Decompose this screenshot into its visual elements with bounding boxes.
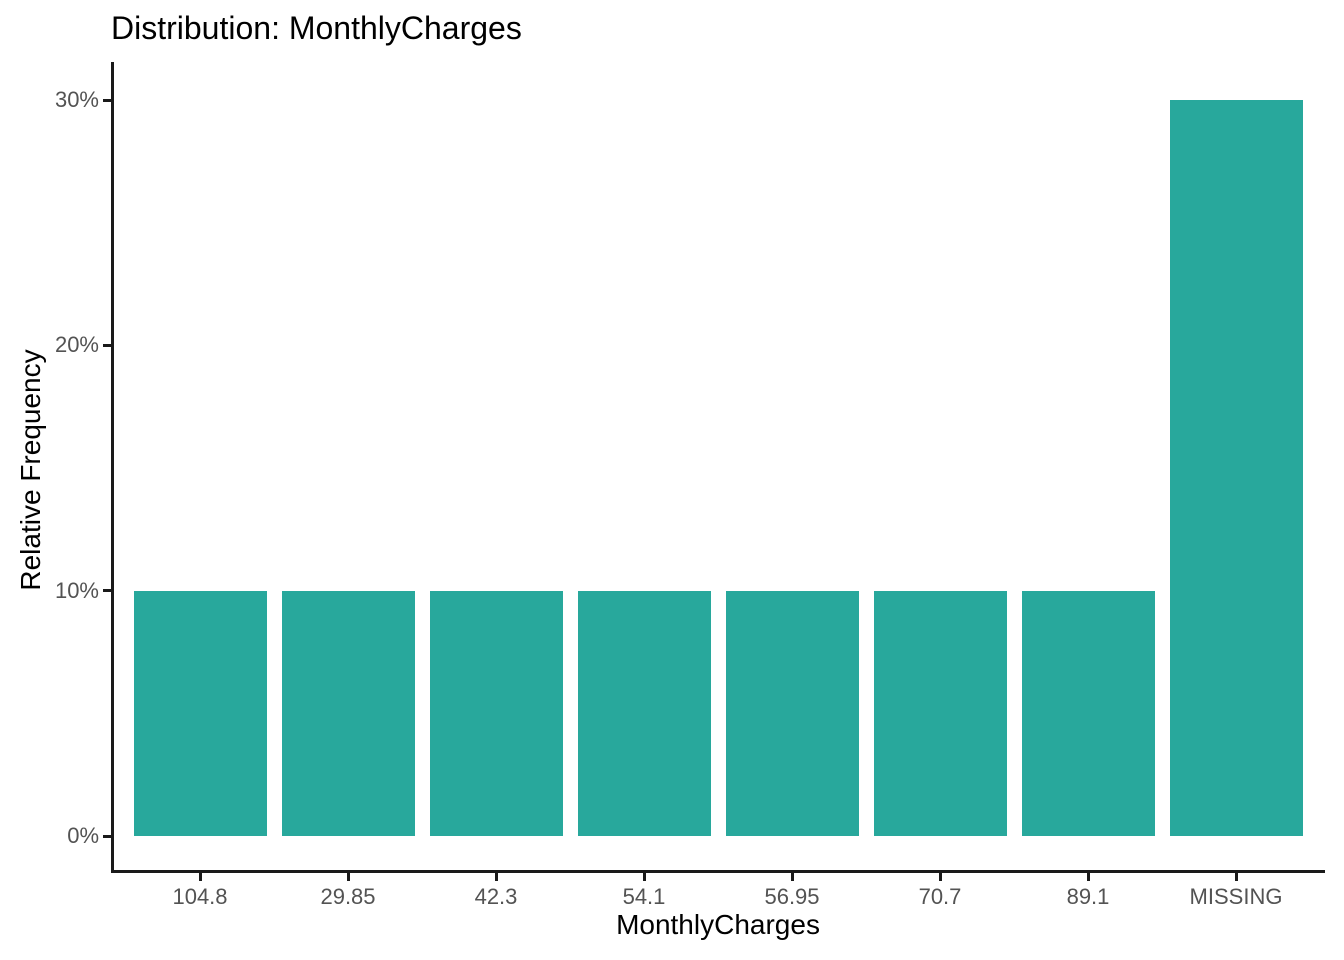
x-axis-tick	[938, 873, 942, 881]
y-axis-tick	[103, 589, 111, 593]
y-axis-tick-label: 20%	[54, 332, 99, 358]
bar	[281, 590, 415, 836]
y-axis-tick	[103, 834, 111, 838]
y-axis-tick-label: 0%	[67, 823, 99, 848]
x-axis-tick-label: 29.85	[320, 884, 376, 909]
x-axis-title: MonthlyCharges	[616, 909, 820, 940]
bar	[429, 590, 563, 836]
x-axis-tick-label: MISSING	[1189, 884, 1283, 909]
x-axis-tick	[642, 873, 646, 881]
x-axis-tick	[346, 873, 350, 881]
x-axis-tick	[494, 873, 498, 881]
bar	[873, 590, 1007, 836]
x-axis-tick	[790, 873, 794, 881]
x-axis-tick-label: 70.7	[918, 884, 962, 909]
x-axis-tick-label: 42.3	[474, 884, 518, 909]
bar	[1021, 590, 1155, 836]
bar	[725, 590, 859, 836]
x-axis-tick-label: 54.1	[622, 884, 666, 909]
bar	[1169, 100, 1303, 836]
chart-title: Distribution: MonthlyCharges	[111, 10, 522, 46]
y-axis-tick-label: 30%	[54, 87, 99, 112]
x-axis-tick-label: 104.8	[172, 884, 228, 909]
y-axis-tick	[103, 343, 111, 347]
y-axis-tick	[103, 98, 111, 102]
x-axis-tick	[1234, 873, 1238, 881]
x-axis-tick	[1086, 873, 1090, 881]
bar	[577, 590, 711, 836]
x-axis-tick-label: 89.1	[1066, 884, 1110, 909]
x-axis-tick-label: 56.95	[764, 884, 820, 909]
x-axis-tick	[198, 873, 202, 881]
y-axis-title: Relative Frequency	[15, 349, 46, 591]
bar	[133, 590, 267, 836]
y-axis-tick-label: 10%	[54, 577, 99, 603]
